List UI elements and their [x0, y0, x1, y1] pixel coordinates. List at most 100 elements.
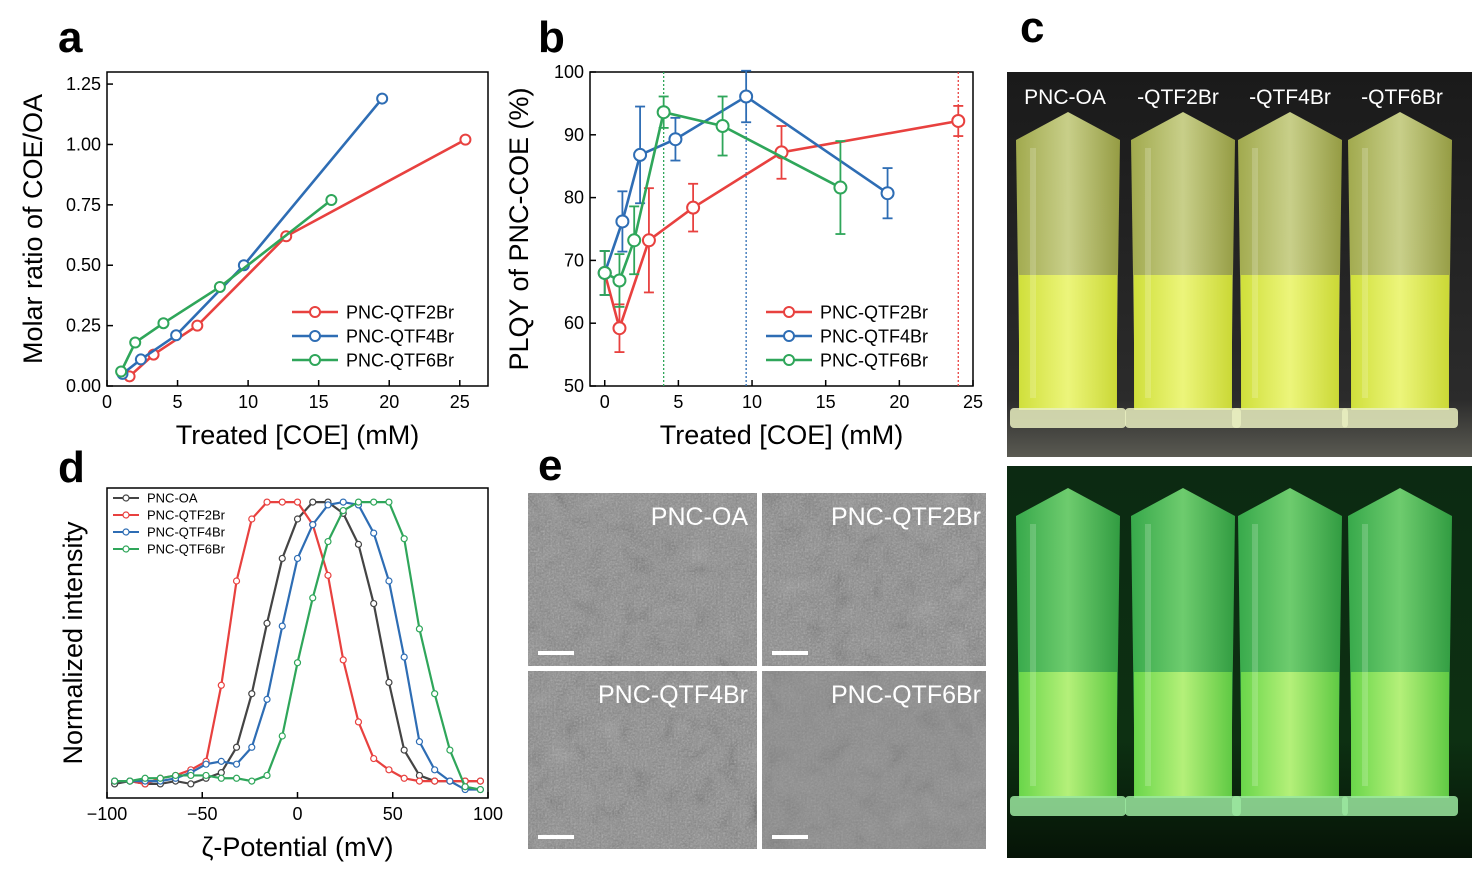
data-point — [217, 774, 225, 782]
vial-liquid — [1019, 672, 1117, 798]
data-point — [376, 92, 389, 105]
vial-liquid — [1241, 672, 1339, 798]
data-point — [400, 653, 408, 661]
data-point — [739, 89, 754, 104]
legend-marker — [783, 354, 795, 366]
data-point — [446, 777, 454, 785]
legend-label: PNC-QTF6Br — [346, 350, 454, 370]
data-point — [293, 554, 302, 563]
series-line — [121, 97, 384, 375]
vial-liquid — [1019, 275, 1117, 410]
x-tick-label: 25 — [963, 392, 983, 412]
tem-label-qtf6br: PNC-QTF6Br — [831, 681, 981, 709]
data-point — [232, 760, 241, 768]
data-point — [715, 119, 730, 134]
data-point — [129, 336, 142, 349]
tem-images: PNC-OA PNC-QTF2Br PNC-QTF4Br PNC-QTF6Br — [528, 493, 986, 849]
data-point — [187, 780, 195, 788]
data-point — [232, 577, 241, 585]
y-tick-label: 0.50 — [66, 255, 101, 275]
x-tick-label: 5 — [173, 392, 183, 412]
legend-label: PNC-QTF2Br — [147, 508, 226, 523]
data-point — [339, 506, 347, 515]
x-tick-label: 10 — [742, 392, 762, 412]
data-point — [612, 321, 627, 336]
data-point — [612, 273, 627, 288]
legend-label: PNC-QTF4Br — [147, 525, 226, 540]
x-tick-label: 0 — [600, 392, 610, 412]
data-point — [141, 774, 149, 782]
legend-label: PNC-QTF2Br — [820, 302, 928, 322]
vial-photo-uv — [1007, 466, 1472, 858]
data-point — [202, 760, 210, 768]
series-line — [603, 119, 959, 333]
data-point — [633, 147, 648, 162]
data-point — [370, 754, 378, 763]
data-point — [324, 501, 332, 509]
data-point — [325, 194, 338, 207]
data-point — [385, 678, 393, 687]
vial-label-1: PNC-OA — [1024, 86, 1106, 109]
legend-marker — [309, 354, 321, 366]
data-point — [187, 771, 195, 780]
data-point — [309, 521, 317, 529]
vial-base — [1010, 796, 1126, 816]
chart-b: 0 5 10 15 20 25 50 60 70 80 90 100 Treated [COE] (mM… — [504, 62, 983, 450]
data-point — [641, 233, 656, 248]
data-point — [263, 771, 271, 780]
y-tick-label: 0.25 — [66, 316, 101, 336]
vial-liquid — [1134, 275, 1232, 410]
series-line — [603, 94, 889, 274]
y-tick-label: 70 — [564, 250, 584, 270]
plot-frame — [589, 71, 974, 387]
data-point — [191, 319, 204, 332]
x-axis-label: Treated [COE] (mM) — [660, 420, 904, 450]
x-tick-label: 100 — [473, 804, 503, 824]
x-tick-label: 15 — [816, 392, 836, 412]
vial-highlight — [1145, 524, 1151, 786]
data-point — [202, 771, 210, 780]
x-tick-label: 5 — [673, 392, 683, 412]
data-point — [278, 498, 286, 506]
scale-bar — [772, 651, 808, 655]
chart-d: −100 −50 0 50 100 ζ-Potential (mV) Normalized … — [58, 487, 503, 862]
y-axis-label: Molar ratio of COE/OA — [18, 94, 48, 364]
data-point — [370, 529, 378, 537]
data-point — [400, 535, 408, 543]
data-point — [293, 498, 302, 506]
data-point — [278, 732, 286, 740]
y-tick-label: 100 — [554, 62, 584, 82]
data-point — [213, 280, 226, 293]
data-point — [115, 365, 128, 378]
data-point — [293, 659, 302, 667]
data-point — [126, 777, 134, 785]
tem-image-oa: PNC-OA — [528, 493, 757, 666]
data-point — [278, 554, 286, 563]
x-tick-label: 0 — [292, 804, 302, 824]
data-point — [309, 498, 317, 506]
data-point — [400, 746, 408, 754]
data-point — [232, 743, 241, 751]
vial-base — [1010, 408, 1126, 428]
data-point — [461, 783, 469, 791]
scale-bar — [772, 835, 808, 839]
data-point — [157, 317, 170, 330]
x-tick-label: −50 — [187, 804, 218, 824]
data-point — [597, 265, 612, 280]
data-point — [476, 777, 484, 785]
x-tick-label: 0 — [102, 392, 112, 412]
tem-label-oa: PNC-OA — [651, 503, 749, 531]
data-point — [354, 540, 363, 548]
data-point — [278, 622, 286, 630]
tem-label-qtf4br: PNC-QTF4Br — [598, 681, 748, 709]
legend-marker — [309, 330, 321, 342]
x-tick-label: 25 — [450, 392, 470, 412]
panel-label-e: e — [538, 441, 562, 490]
y-tick-label: 90 — [564, 125, 584, 145]
data-point — [232, 774, 241, 782]
vial-highlight — [1252, 148, 1258, 398]
data-point — [248, 777, 256, 785]
y-tick-label: 1.00 — [66, 134, 101, 154]
vial-base — [1125, 796, 1241, 816]
data-point — [880, 186, 895, 201]
